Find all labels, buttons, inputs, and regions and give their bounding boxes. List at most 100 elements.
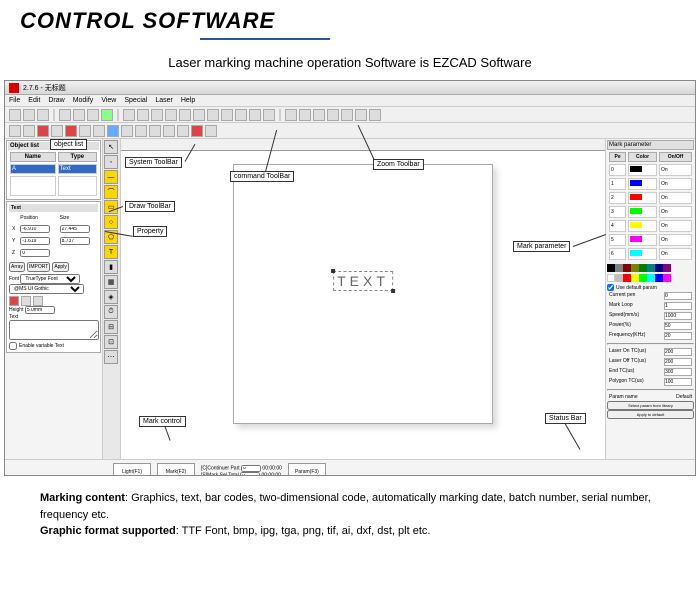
- cmd-icon[interactable]: [205, 125, 217, 137]
- paste-icon[interactable]: [87, 109, 99, 121]
- undo-icon[interactable]: [101, 109, 113, 121]
- y-input[interactable]: [20, 237, 50, 245]
- power-input[interactable]: [664, 322, 692, 330]
- cmd-icon[interactable]: [121, 125, 133, 137]
- zoom-in-icon[interactable]: [285, 109, 297, 121]
- zoom-fit-icon[interactable]: [313, 109, 325, 121]
- cmd-icon[interactable]: [37, 125, 49, 137]
- curve-tool[interactable]: ⌒: [104, 185, 118, 199]
- save-icon[interactable]: [37, 109, 49, 121]
- tool-icon[interactable]: [123, 109, 135, 121]
- font-tool-icon[interactable]: [21, 296, 31, 306]
- cmd-icon[interactable]: [93, 125, 105, 137]
- menu-laser[interactable]: Laser: [155, 97, 173, 104]
- color-palette[interactable]: [607, 274, 694, 282]
- polygon-tc-input[interactable]: [664, 378, 692, 386]
- cut-icon[interactable]: [59, 109, 71, 121]
- cmd-icon[interactable]: [177, 125, 189, 137]
- table-row[interactable]: AText: [10, 164, 97, 174]
- total-input[interactable]: [240, 472, 260, 477]
- y-size-input[interactable]: [60, 237, 90, 245]
- part-input[interactable]: [241, 465, 261, 472]
- cmd-icon[interactable]: [79, 125, 91, 137]
- vector-tool[interactable]: ◈: [104, 290, 118, 304]
- height-input[interactable]: [25, 306, 55, 314]
- image-tool[interactable]: ▦: [104, 275, 118, 289]
- zoom-icon[interactable]: [355, 109, 367, 121]
- tool-icon[interactable]: [151, 109, 163, 121]
- cmd-icon[interactable]: [149, 125, 161, 137]
- copy-icon[interactable]: [73, 109, 85, 121]
- text-object[interactable]: TEXT: [333, 271, 393, 291]
- menu-special[interactable]: Special: [124, 97, 147, 104]
- cmd-icon[interactable]: [191, 125, 203, 137]
- text-input[interactable]: [9, 320, 99, 340]
- canvas[interactable]: TEXT: [121, 151, 605, 459]
- z-input[interactable]: [20, 249, 50, 257]
- frequency-input[interactable]: [664, 332, 692, 340]
- tool-icon[interactable]: [193, 109, 205, 121]
- cmd-icon[interactable]: [23, 125, 35, 137]
- open-icon[interactable]: [23, 109, 35, 121]
- zoom-icon[interactable]: [341, 109, 353, 121]
- node-tool[interactable]: ◦: [104, 155, 118, 169]
- zoom-out-icon[interactable]: [299, 109, 311, 121]
- timer-tool[interactable]: ⏱: [104, 305, 118, 319]
- import-button[interactable]: IMPORT: [27, 262, 50, 272]
- light-button[interactable]: Light(F1): [113, 463, 151, 477]
- enable-var-checkbox[interactable]: [9, 342, 17, 350]
- menu-view[interactable]: View: [101, 97, 116, 104]
- zoom-icon[interactable]: [369, 109, 381, 121]
- select-lib-button[interactable]: Select param from library: [607, 401, 694, 410]
- line-tool[interactable]: —: [104, 170, 118, 184]
- rect-tool[interactable]: ▭: [104, 200, 118, 214]
- mark-loop-input[interactable]: [664, 302, 692, 310]
- tool-icon[interactable]: [235, 109, 247, 121]
- apply-default-button[interactable]: Apply to default: [607, 410, 694, 419]
- object-list-table[interactable]: NameType AText: [8, 150, 99, 198]
- x-input[interactable]: [20, 225, 50, 233]
- tool-icon[interactable]: [137, 109, 149, 121]
- circle-tool[interactable]: ○: [104, 215, 118, 229]
- cmd-icon[interactable]: [65, 125, 77, 137]
- menu-help[interactable]: Help: [181, 97, 195, 104]
- cmd-icon[interactable]: [135, 125, 147, 137]
- color-palette[interactable]: [607, 264, 694, 272]
- menu-modify[interactable]: Modify: [73, 97, 94, 104]
- array-button[interactable]: Array: [9, 262, 25, 272]
- zoom-icon[interactable]: [327, 109, 339, 121]
- pen-table[interactable]: PeColorOn/Off 0On 1On 2On 3On 4On 5On 6O…: [607, 150, 694, 262]
- output-tool[interactable]: ⊡: [104, 335, 118, 349]
- x-size-input[interactable]: [60, 225, 90, 233]
- end-tc-input[interactable]: [664, 368, 692, 376]
- cmd-icon[interactable]: [107, 125, 119, 137]
- laser-off-input[interactable]: [664, 358, 692, 366]
- param-button[interactable]: Param(F3): [288, 463, 326, 477]
- tool-icon[interactable]: [249, 109, 261, 121]
- speed-input[interactable]: [664, 312, 692, 320]
- arrow-tool[interactable]: ↖: [104, 140, 118, 154]
- font-type-select[interactable]: TrueType Font: [20, 274, 80, 284]
- barcode-tool[interactable]: ▮: [104, 260, 118, 274]
- cmd-icon[interactable]: [9, 125, 21, 137]
- extend-tool[interactable]: ⋯: [104, 350, 118, 364]
- tool-icon[interactable]: [263, 109, 275, 121]
- cmd-icon[interactable]: [51, 125, 63, 137]
- menu-file[interactable]: File: [9, 97, 20, 104]
- tool-icon[interactable]: [179, 109, 191, 121]
- menu-edit[interactable]: Edit: [28, 97, 40, 104]
- laser-on-input[interactable]: [664, 348, 692, 356]
- font-tool-icon[interactable]: [9, 296, 19, 306]
- input-tool[interactable]: ⊟: [104, 320, 118, 334]
- use-default-checkbox[interactable]: [607, 284, 614, 291]
- new-icon[interactable]: [9, 109, 21, 121]
- tool-icon[interactable]: [207, 109, 219, 121]
- font-tool-icon[interactable]: [33, 296, 43, 306]
- current-pen-input[interactable]: [664, 292, 692, 300]
- tool-icon[interactable]: [221, 109, 233, 121]
- apply-button[interactable]: Apply: [52, 262, 69, 272]
- font-name-select[interactable]: @MS UI Gothic: [9, 284, 84, 294]
- menu-draw[interactable]: Draw: [48, 97, 64, 104]
- cmd-icon[interactable]: [163, 125, 175, 137]
- text-tool[interactable]: T: [104, 245, 118, 259]
